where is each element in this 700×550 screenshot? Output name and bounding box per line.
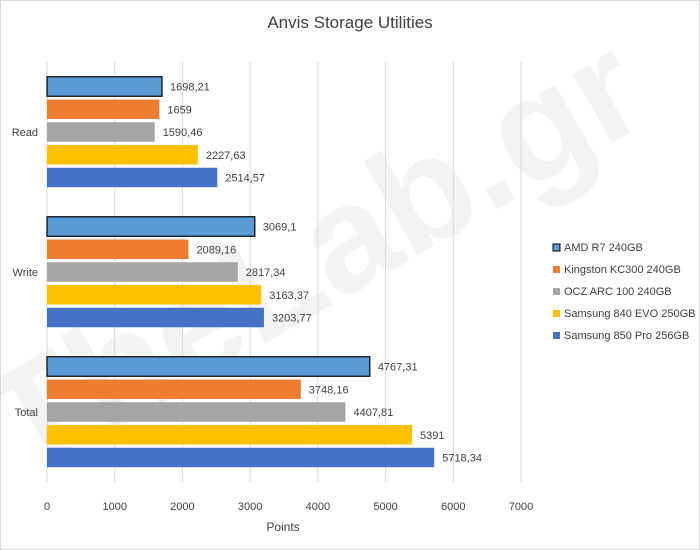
bar [46, 76, 163, 97]
x-tick-label: 1000 [102, 501, 126, 513]
legend-item: Samsung 840 EVO 250GB [553, 308, 695, 320]
legend-label: Samsung 850 Pro 256GB [564, 330, 689, 342]
legend-swatch [553, 288, 560, 295]
bar [47, 262, 238, 282]
x-tick-label: 3000 [238, 501, 262, 513]
data-label: 3069,1 [263, 222, 297, 234]
bar [47, 307, 264, 328]
category-label-write: Write [13, 267, 38, 279]
bar [47, 239, 189, 259]
data-label: 4767,31 [378, 362, 418, 374]
legend-label: Kingston KC300 240GB [564, 264, 681, 276]
bar [46, 216, 256, 237]
legend-swatch [552, 243, 561, 252]
data-label: 3748,16 [309, 384, 349, 396]
bar [47, 145, 198, 165]
bar [47, 425, 413, 445]
data-label: 1698,21 [170, 82, 210, 94]
bar [47, 379, 301, 399]
bar [47, 402, 346, 422]
legend-item: Kingston KC300 240GB [553, 264, 681, 276]
data-label: 3163,37 [269, 290, 309, 302]
bar [46, 356, 371, 377]
x-axis-title: Points [266, 520, 299, 534]
legend-item: OCZ ARC 100 240GB [553, 286, 672, 298]
data-label: 5718,34 [442, 453, 482, 465]
bar [47, 285, 262, 305]
category-label-total: Total [15, 407, 38, 419]
x-tick-label: 5000 [373, 501, 397, 513]
x-tick-label: 2000 [170, 501, 194, 513]
legend-item: Samsung 850 Pro 256GB [553, 330, 689, 342]
x-tick-label: 0 [44, 501, 50, 513]
bar [47, 122, 155, 142]
legend-label: OCZ ARC 100 240GB [564, 286, 672, 298]
category-labels: Read Write Total [12, 127, 38, 419]
data-label: 2817,34 [246, 267, 286, 279]
bar [47, 167, 218, 188]
data-label: 2227,63 [206, 150, 246, 162]
data-label: 4407,81 [353, 407, 393, 419]
data-label: 2514,57 [225, 173, 265, 185]
x-tick-label: 6000 [441, 501, 465, 513]
legend-swatch [553, 266, 560, 273]
legend-label: AMD R7 240GB [564, 242, 643, 254]
legend: AMD R7 240GB Kingston KC300 240GB OCZ ARC … [552, 242, 695, 342]
category-label-read: Read [12, 127, 38, 139]
chart-title: Anvis Storage Utilities [267, 13, 432, 32]
data-label: 1590,46 [163, 127, 203, 139]
data-label: 1659 [167, 104, 191, 116]
data-label: 2089,16 [196, 244, 236, 256]
bar [47, 447, 435, 468]
legend-swatch [553, 310, 560, 317]
x-tick-label: 4000 [306, 501, 330, 513]
legend-swatch [553, 332, 560, 339]
legend-label: Samsung 840 EVO 250GB [564, 308, 695, 320]
x-tick-label: 7000 [509, 501, 533, 513]
data-label: 5391 [420, 430, 444, 442]
data-label: 3203,77 [272, 313, 312, 325]
bar [47, 99, 160, 119]
x-axis-ticks: 0 1000 2000 3000 4000 5000 6000 7000 [44, 501, 533, 513]
legend-item: AMD R7 240GB [552, 242, 643, 254]
bars [46, 76, 435, 468]
